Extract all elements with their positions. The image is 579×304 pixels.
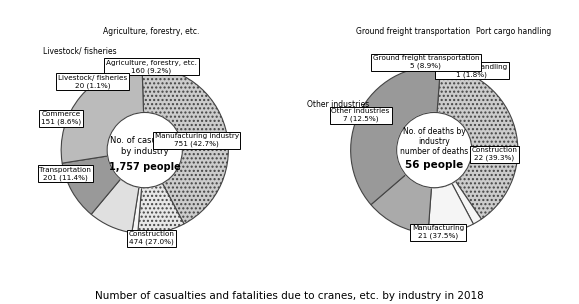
Text: Livestock/ fisheries
20 (1.1%): Livestock/ fisheries 20 (1.1%) [58, 74, 127, 88]
Wedge shape [91, 179, 139, 233]
Text: Manufacturing
21 (37.5%): Manufacturing 21 (37.5%) [412, 225, 464, 239]
Wedge shape [428, 183, 474, 234]
Text: Port cargo handling: Port cargo handling [476, 27, 551, 36]
Text: Other industries
7 (12.5%): Other industries 7 (12.5%) [332, 108, 390, 122]
Wedge shape [452, 181, 481, 224]
Text: 56 people: 56 people [405, 160, 463, 170]
Text: Construction
22 (39.3%): Construction 22 (39.3%) [471, 147, 518, 161]
Wedge shape [61, 67, 144, 163]
Text: Ground freight transportation
5 (8.9%): Ground freight transportation 5 (8.9%) [373, 55, 479, 69]
Text: by industry: by industry [121, 147, 168, 156]
Wedge shape [437, 67, 518, 219]
Wedge shape [62, 156, 120, 214]
Text: No. of deaths by: No. of deaths by [403, 127, 466, 136]
Text: Agriculture, forestry, etc.: Agriculture, forestry, etc. [103, 27, 200, 36]
Wedge shape [142, 67, 228, 224]
Text: Other industries: Other industries [307, 100, 369, 109]
Text: Port cargo handling
1 (1.8%): Port cargo handling 1 (1.8%) [437, 64, 507, 78]
Text: 1,757 people: 1,757 people [109, 162, 181, 172]
Circle shape [107, 112, 182, 188]
Text: Construction
474 (27.0%): Construction 474 (27.0%) [129, 231, 174, 245]
Text: No. of casualties: No. of casualties [110, 136, 179, 145]
Wedge shape [138, 183, 184, 234]
Text: number of deaths: number of deaths [400, 147, 468, 156]
Circle shape [397, 112, 472, 188]
Wedge shape [351, 67, 441, 205]
Text: Manufacturing industry
751 (42.7%): Manufacturing industry 751 (42.7%) [155, 133, 239, 147]
Text: Agriculture, forestry, etc.
160 (9.2%): Agriculture, forestry, etc. 160 (9.2%) [106, 60, 197, 74]
Text: Livestock/ fisheries: Livestock/ fisheries [43, 47, 116, 56]
Text: Ground freight transportation: Ground freight transportation [356, 27, 470, 36]
Text: Transportation
201 (11.4%): Transportation 201 (11.4%) [39, 167, 91, 181]
Text: Commerce
151 (8.6%): Commerce 151 (8.6%) [41, 111, 81, 125]
Text: Number of casualties and fatalities due to cranes, etc. by industry in 2018: Number of casualties and fatalities due … [95, 291, 484, 301]
Text: industry: industry [419, 137, 450, 146]
Wedge shape [132, 187, 142, 233]
Wedge shape [371, 175, 431, 233]
